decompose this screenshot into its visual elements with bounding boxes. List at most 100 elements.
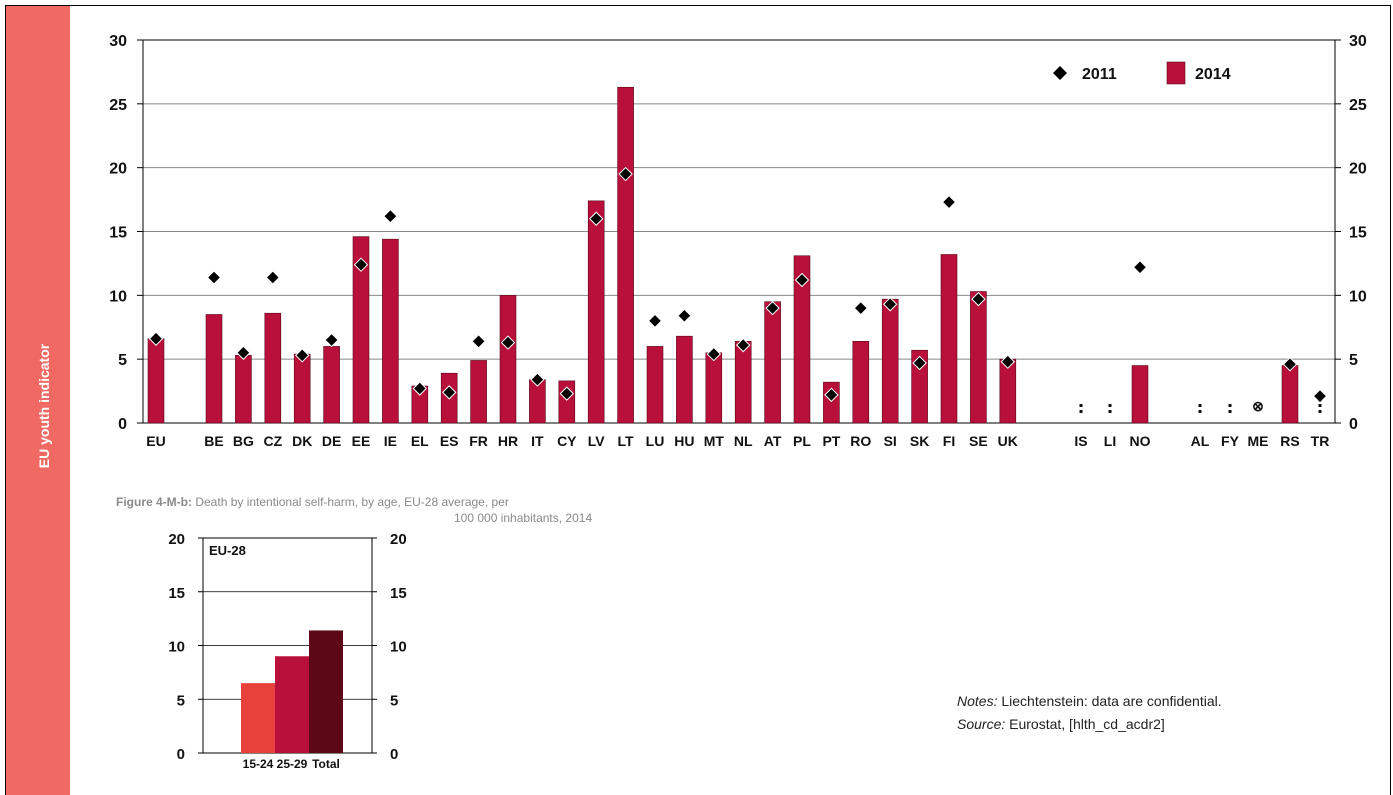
- bar-2014: [617, 86, 634, 424]
- marker-2011: [647, 313, 663, 329]
- marker-2011: [853, 300, 869, 316]
- marker-2011: [500, 335, 516, 350]
- bar-2014: [470, 360, 487, 424]
- y-tick-label-right: 5: [390, 692, 398, 709]
- notes-line: Notes: Liechtenstein: data are confident…: [957, 690, 1222, 713]
- x-tick-label: LT: [618, 433, 635, 449]
- bar-age: [275, 656, 309, 753]
- legend-label-2011: 2011: [1082, 66, 1117, 83]
- x-tick-label: TR: [1311, 433, 1330, 449]
- marker-2011: [383, 208, 398, 224]
- figure-caption: Figure 4-M-b: Death by intentional self-…: [116, 494, 776, 526]
- x-tick-label: 15-24: [243, 757, 274, 771]
- bar-2014: [970, 291, 987, 424]
- marker-2011: [1312, 388, 1328, 404]
- notes-block: Notes: Liechtenstein: data are confident…: [957, 690, 1222, 736]
- marker-2011: [912, 355, 927, 371]
- marker-2011: [588, 211, 604, 226]
- marker-2011: [324, 332, 339, 348]
- page-frame: [5, 5, 1391, 795]
- marker-2011: [765, 300, 780, 316]
- notes-label: Notes:: [957, 693, 998, 709]
- x-tick-label: SE: [969, 433, 988, 449]
- bar-2014: [705, 352, 723, 424]
- bar-2014: [793, 255, 811, 424]
- y-tick-label-right: 5: [1349, 352, 1358, 369]
- y-tick-label-right: 15: [390, 585, 407, 602]
- marker-2011: [941, 194, 957, 210]
- legend-label-2014: 2014: [1195, 66, 1231, 83]
- x-tick-label: Total: [312, 757, 340, 771]
- y-tick-label-right: 25: [1349, 97, 1367, 114]
- bar-2014: [352, 236, 370, 424]
- marker-2011: [530, 372, 545, 387]
- x-tick-label: RS: [1280, 433, 1299, 449]
- x-tick-label: NO: [1130, 433, 1151, 449]
- not-available-dot: [1198, 404, 1202, 407]
- bar-age: [241, 683, 275, 753]
- y-tick-label-left: 15: [109, 225, 127, 242]
- marker-2011: [265, 270, 281, 285]
- bar-2014: [1131, 365, 1149, 424]
- bar-2014: [940, 254, 958, 424]
- x-tick-label: PT: [822, 433, 840, 449]
- bar-2014: [293, 353, 311, 424]
- y-tick-label-left: 25: [109, 97, 127, 114]
- x-tick-label: RO: [850, 433, 871, 449]
- x-tick-label: PL: [793, 433, 811, 449]
- x-tick-label: DK: [292, 433, 312, 449]
- bar-2014: [852, 340, 870, 424]
- source-line: Source: Eurostat, [hlth_cd_acdr2]: [957, 713, 1222, 736]
- y-tick-label-left: 10: [168, 639, 185, 656]
- marker-2011: [971, 291, 986, 307]
- marker-2011: [706, 346, 722, 362]
- bar-2014: [764, 301, 781, 424]
- y-tick-label-right: 30: [1349, 33, 1367, 50]
- bar-2014: [587, 200, 605, 424]
- x-tick-label: AL: [1191, 433, 1210, 449]
- marker-2011: [441, 385, 457, 400]
- bar-2014: [499, 295, 517, 424]
- marker-2011: [471, 334, 486, 349]
- y-tick-label-left: 5: [177, 692, 185, 709]
- marker-2011: [1132, 260, 1148, 275]
- bar-2014: [205, 314, 223, 424]
- x-tick-label: IS: [1074, 433, 1087, 449]
- not-available-dot: [1108, 404, 1112, 407]
- x-tick-label: IT: [531, 433, 544, 449]
- panel-label: EU-28: [209, 543, 246, 558]
- y-tick-label-left: 15: [168, 585, 185, 602]
- not-available-dot: [1228, 404, 1232, 407]
- x-tick-label: NL: [734, 433, 753, 449]
- marker-2011: [1282, 357, 1298, 372]
- marker-2011: [1000, 354, 1016, 369]
- x-tick-label: MT: [704, 433, 725, 449]
- y-tick-label-right: 20: [1349, 161, 1367, 178]
- x-tick-label: EE: [352, 433, 371, 449]
- bar-2014: [235, 355, 252, 424]
- marker-2011: [559, 386, 575, 401]
- not-available-dot: [1108, 410, 1112, 413]
- confidential-symbol: ⊗: [1252, 398, 1264, 414]
- x-tick-label: SK: [910, 433, 929, 449]
- marker-2011: [148, 331, 164, 346]
- bar-2014: [382, 238, 399, 424]
- x-tick-label: FI: [943, 433, 955, 449]
- side-strip: EU youth indicator: [6, 6, 70, 795]
- legend-swatch-2014: [1166, 61, 1186, 85]
- charts-canvas: 0 0 5 5 10 10 15 15 20 20 25 25 30 30 EU BE BG CZ DK DE EE IE…: [109, 33, 1367, 771]
- x-tick-label: ME: [1248, 433, 1269, 449]
- caption-text-line1: Death by intentional self-harm, by age, …: [195, 495, 509, 509]
- x-tick-label: SI: [884, 433, 897, 449]
- source-label: Source:: [957, 716, 1006, 732]
- y-tick-label-left: 20: [168, 531, 185, 548]
- bar-2014: [881, 298, 899, 424]
- x-tick-label: IE: [384, 433, 397, 449]
- marker-2011: [824, 387, 839, 403]
- y-tick-label-left: 20: [109, 161, 127, 178]
- y-tick-label-right: 0: [1349, 416, 1358, 433]
- marker-2011: [412, 381, 428, 396]
- bar-2014: [323, 346, 340, 424]
- y-tick-label-right: 10: [390, 639, 407, 656]
- x-tick-label: HR: [498, 433, 518, 449]
